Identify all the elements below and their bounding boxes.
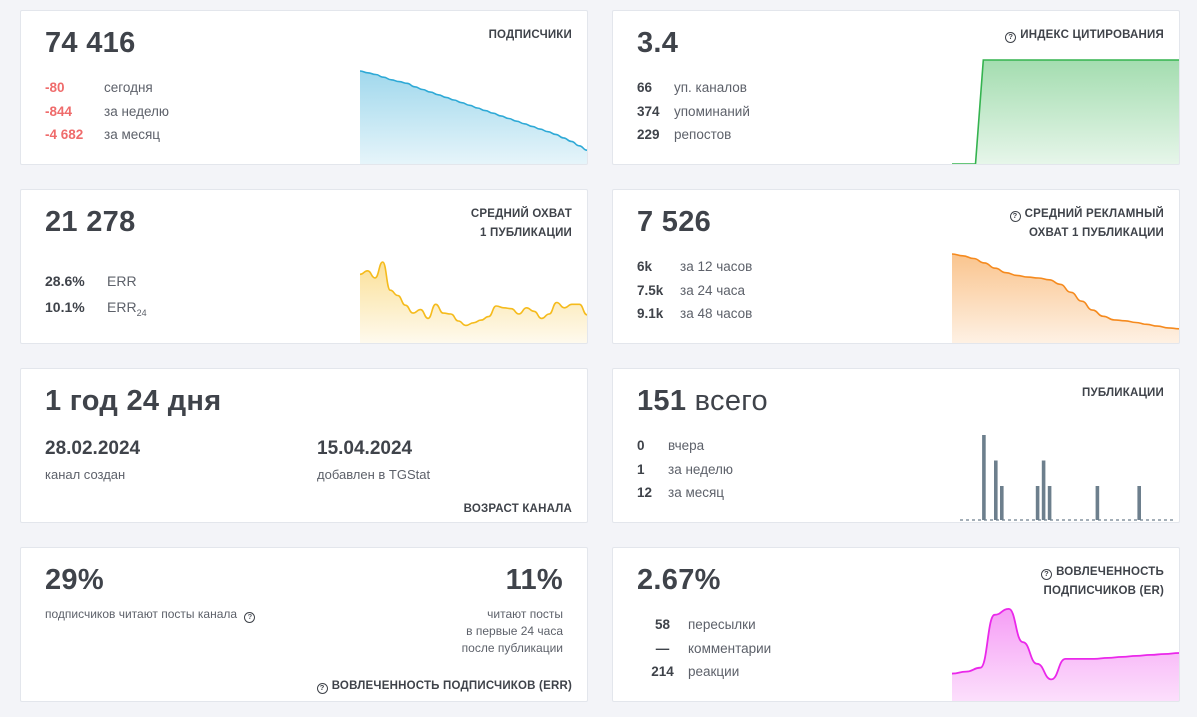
err-right-value: 11% <box>505 564 563 596</box>
help-icon[interactable]: ? <box>1009 211 1021 222</box>
chart-line <box>952 253 1179 330</box>
chart-bar <box>1137 486 1141 520</box>
chart-bar <box>1041 460 1046 520</box>
err-right-text: читают посты в первые 24 часа после публ… <box>461 607 563 655</box>
posts-chart <box>960 435 1175 521</box>
chart-line <box>952 607 1179 681</box>
ad-reach-card[interactable]: 7 526 ? СРЕДНИЙ РЕКЛАМНЫЙ ОХВАТ 1 ПУБЛИКАЦ… <box>612 189 1180 344</box>
channel-age-label: ВОЗРАСТ КАНАЛА <box>463 503 572 515</box>
chart-area <box>360 71 587 164</box>
chart-area <box>952 608 1179 701</box>
channel-age-value: 1 год 24 дня <box>45 385 222 417</box>
ad-reach-stats: 6k за 12 часов 7.5k за 24 часа 9.1k за 48 ч… <box>637 255 752 326</box>
stat-row: 12 за месяц <box>637 485 725 500</box>
stat-row: -80 сегодня <box>45 80 153 95</box>
subscribers-chart <box>360 70 587 164</box>
stat-row: -844 за неделю <box>45 103 170 119</box>
stat-row: 214 реакции <box>651 664 740 679</box>
citation-value: 3.4 <box>637 27 679 59</box>
chart-bar <box>1035 486 1040 520</box>
created-date: 28.02.2024 <box>45 438 141 459</box>
stat-row: — комментарии <box>655 640 772 656</box>
stat-row: 1 за неделю <box>637 461 734 477</box>
chart-area <box>952 60 1179 164</box>
chart-bar <box>1047 486 1052 520</box>
chart-bar <box>994 460 998 520</box>
subscribers-label: ПОДПИСЧИКИ <box>488 29 572 41</box>
reach-card[interactable]: 21 278 СРЕДНИЙ ОХВАТ 1 ПУБЛИКАЦИИ 28.6% ER… <box>20 189 588 344</box>
help-icon[interactable]: ? <box>316 683 328 694</box>
stat-row: 9.1k за 48 часов <box>637 306 753 321</box>
help-icon[interactable]: ? <box>1005 32 1017 43</box>
help-icon[interactable]: ? <box>244 612 256 623</box>
reach-label: СРЕДНИЙ ОХВАТ 1 ПУБЛИКАЦИИ <box>470 208 572 239</box>
stat-row: 7.5k за 24 часа <box>637 282 746 298</box>
posts-stats: 0 вчера 1 за неделю 12 за месяц <box>637 434 733 505</box>
chart-line <box>360 261 587 327</box>
er-label: ? ВОВЛЕЧЕННОСТЬ ПОДПИСЧИКОВ (ER) <box>1041 563 1164 601</box>
er-value: 2.67% <box>637 564 721 596</box>
stat-row: 28.6% ERR <box>45 273 137 289</box>
err-card[interactable]: 29% подписчиков читают посты канала ? 11… <box>20 547 588 702</box>
chart-line <box>952 59 1179 164</box>
stat-row: 66 уп. каналов <box>637 80 747 95</box>
chart-bar <box>1095 486 1100 520</box>
citation-card[interactable]: 3.4 ? ИНДЕКС ЦИТИРОВАНИЯ 66 уп. каналов 37… <box>612 10 1180 165</box>
er-chart <box>952 607 1179 701</box>
subscribers-stats: -80 сегодня -844 за неделю -4 682 за месяц <box>45 76 169 147</box>
err-label: ? ВОВЛЕЧЕННОСТЬ ПОДПИСЧИКОВ (ERR) <box>316 680 572 694</box>
posts-card[interactable]: 151 всего ПУБЛИКАЦИИ 0 вчера 1 за неделю 1… <box>612 368 1180 523</box>
added-label: добавлен в TGStat <box>317 467 431 482</box>
reach-stats: 28.6% ERR 10.1% ERR24 <box>45 268 147 326</box>
reach-value: 21 278 <box>45 206 136 238</box>
added-date: 15.04.2024 <box>317 438 413 459</box>
reach-chart <box>360 261 587 343</box>
stat-row: 374 упоминаний <box>637 103 750 119</box>
ad-reach-value: 7 526 <box>637 206 712 238</box>
er-stats: 58 пересылки — комментарии 214 реакции <box>637 613 771 684</box>
chart-area <box>360 262 587 343</box>
stat-row: 58 пересылки <box>654 617 756 632</box>
chart-line <box>360 70 587 151</box>
chart-area <box>952 254 1179 343</box>
posts-value: 151 всего <box>637 385 768 417</box>
er-card[interactable]: 2.67% ? ВОВЛЕЧЕННОСТЬ ПОДПИСЧИКОВ (ER) 58 п… <box>612 547 1180 702</box>
chart-bar <box>982 435 986 520</box>
stat-row: -4 682 за месяц <box>45 127 161 142</box>
subscribers-card[interactable]: 74 416 ПОДПИСЧИКИ -80 сегодня -844 за неде… <box>20 10 588 165</box>
citation-label: ? ИНДЕКС ЦИТИРОВАНИЯ <box>1005 26 1164 45</box>
stat-row: 6k за 12 часов <box>637 259 753 274</box>
chart-bar <box>1000 486 1004 520</box>
subscribers-value: 74 416 <box>45 27 136 59</box>
err-left-value: 29% <box>45 564 104 596</box>
err-left-text: подписчиков читают посты канала ? <box>45 606 259 623</box>
citation-stats: 66 уп. каналов 374 упоминаний 229 репостов <box>637 76 750 147</box>
created-label: канал создан <box>45 467 126 482</box>
citation-chart <box>952 59 1179 164</box>
ad-reach-label: ? СРЕДНИЙ РЕКЛАМНЫЙ ОХВАТ 1 ПУБЛИКАЦИИ <box>1009 205 1164 243</box>
channel-age-card[interactable]: 1 год 24 дня 28.02.2024 канал создан 15.… <box>20 368 588 523</box>
stat-row: 10.1% ERR24 <box>45 299 147 318</box>
posts-label: ПУБЛИКАЦИИ <box>1082 387 1164 399</box>
ad-reach-chart <box>952 253 1179 343</box>
stat-row: 229 репостов <box>637 127 732 142</box>
help-icon[interactable]: ? <box>1041 569 1053 580</box>
stat-row: 0 вчера <box>637 438 705 453</box>
